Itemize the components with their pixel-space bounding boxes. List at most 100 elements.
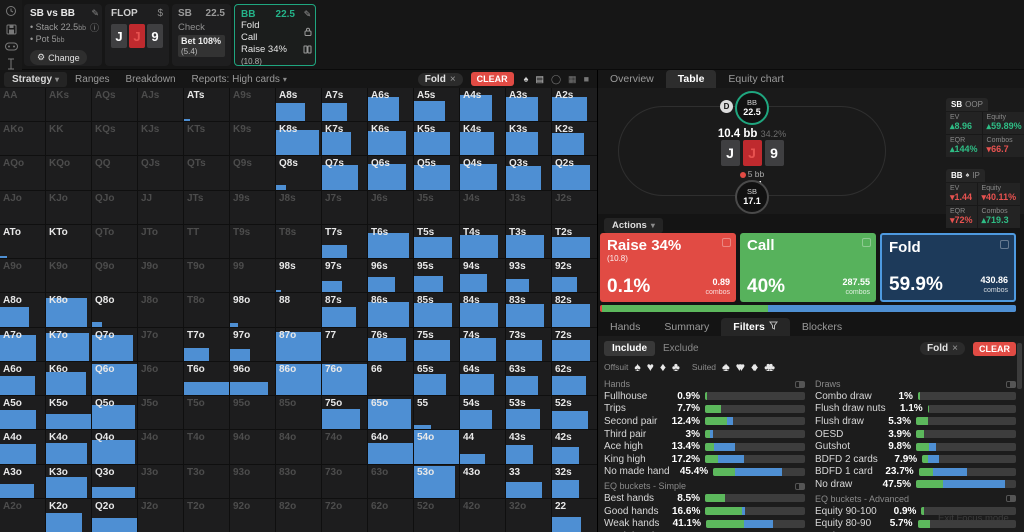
matrix-cell-QTo[interactable]: QTo: [92, 224, 137, 259]
clear-button[interactable]: CLEAR: [973, 341, 1016, 356]
matrix-cell-Q9s[interactable]: Q9s: [230, 156, 275, 190]
matrix-cell-Q4o[interactable]: Q4o: [92, 430, 137, 464]
matrix-cell-QQ[interactable]: QQ: [92, 156, 137, 190]
matrix-cell-J9s[interactable]: J9s: [230, 190, 275, 224]
matrix-cell-75o[interactable]: 75o: [322, 396, 367, 430]
fold-filter-chip[interactable]: Fold ×: [920, 342, 965, 355]
matrix-cell-J2s[interactable]: J2s: [552, 190, 597, 224]
matrix-cell-83o[interactable]: 83o: [276, 464, 321, 498]
matrix-cell-T4s[interactable]: T4s: [460, 224, 505, 259]
matrix-cell-K7o[interactable]: K7o: [46, 327, 91, 361]
matrix-cell-94s[interactable]: 94s: [460, 259, 505, 293]
matrix-cell-KQo[interactable]: KQo: [46, 156, 91, 190]
circle-view-icon[interactable]: ◯: [550, 73, 562, 84]
matrix-cell-62o[interactable]: 62o: [368, 498, 413, 532]
matrix-cell-T8s[interactable]: T8s: [276, 224, 321, 259]
reports-dropdown[interactable]: Reports: High cards ▾: [191, 73, 287, 85]
matrix-cell-T3o[interactable]: T3o: [184, 464, 229, 498]
filter-row[interactable]: Second pair 12.4%: [604, 415, 805, 428]
matrix-cell-JTo[interactable]: JTo: [138, 224, 183, 259]
matrix-cell-K6s[interactable]: K6s: [368, 122, 413, 156]
matrix-cell-Q6s[interactable]: Q6s: [368, 156, 413, 190]
matrix-cell-A9s[interactable]: A9s: [230, 88, 275, 122]
matrix-cell-88[interactable]: 88: [276, 293, 321, 327]
matrix-cell-76o[interactable]: 76o: [322, 361, 367, 396]
matrix-cell-22[interactable]: 22: [552, 498, 597, 532]
matrix-cell-J8o[interactable]: J8o: [138, 293, 183, 327]
matrix-cell-72o[interactable]: 72o: [322, 498, 367, 532]
matrix-cell-J5s[interactable]: J5s: [414, 190, 459, 224]
matrix-cell-99[interactable]: 99: [230, 259, 275, 293]
close-icon[interactable]: ×: [952, 343, 958, 354]
matrix-cell-54o[interactable]: 54o: [414, 430, 459, 464]
matrix-cell-74s[interactable]: 74s: [460, 327, 505, 361]
matrix-cell-87o[interactable]: 87o: [276, 327, 321, 361]
matrix-cell-A3s[interactable]: A3s: [506, 88, 551, 122]
filter-row[interactable]: BDFD 2 cards 7.9%: [815, 453, 1016, 466]
matrix-cell-86o[interactable]: 86o: [276, 361, 321, 396]
matrix-cell-98s[interactable]: 98s: [276, 259, 321, 293]
cards-view-icon[interactable]: ▤: [535, 73, 544, 84]
card-corner-icon[interactable]: [862, 238, 871, 247]
matrix-cell-54s[interactable]: 54s: [460, 396, 505, 430]
edit-node-icon[interactable]: ✎: [303, 9, 312, 19]
call-action-card[interactable]: Call 40% 287.55 combos: [740, 233, 876, 302]
matrix-cell-AKo[interactable]: AKo: [0, 122, 45, 156]
include-toggle[interactable]: Include: [604, 341, 656, 356]
sb-action-node[interactable]: SB 22.5 Check Bet 108% (5.4): [172, 4, 231, 66]
range-book-icon[interactable]: [303, 45, 312, 56]
fold-action-card[interactable]: Fold 59.9% 430.86 combos: [880, 233, 1016, 302]
matrix-cell-Q5s[interactable]: Q5s: [414, 156, 459, 190]
clear-button[interactable]: CLEAR: [470, 72, 514, 86]
matrix-cell-62s[interactable]: 62s: [552, 361, 597, 396]
matrix-cell-32s[interactable]: 32s: [552, 464, 597, 498]
matrix-cell-53o[interactable]: 53o: [414, 464, 459, 498]
matrix-cell-A6o[interactable]: A6o: [0, 361, 45, 396]
filter-row[interactable]: OESD 3.9%: [815, 428, 1016, 441]
matrix-cell-A2s[interactable]: A2s: [552, 88, 597, 122]
matrix-cell-K9s[interactable]: K9s: [230, 122, 275, 156]
matrix-cell-ATs[interactable]: ATs: [184, 88, 229, 122]
matrix-cell-87s[interactable]: 87s: [322, 293, 367, 327]
matrix-cell-Q2s[interactable]: Q2s: [552, 156, 597, 190]
matrix-cell-J3s[interactable]: J3s: [506, 190, 551, 224]
filter-row[interactable]: Weak hands 41.1%: [604, 517, 805, 530]
filter-row[interactable]: Trash hands33.7%: [604, 530, 805, 532]
spade-icon[interactable]: ♠: [634, 360, 641, 374]
matrix-cell-82o[interactable]: 82o: [276, 498, 321, 532]
filter-row[interactable]: Flush draw nuts 1.1%: [815, 403, 1016, 416]
matrix-cell-66[interactable]: 66: [368, 361, 413, 396]
section-toggle-icon[interactable]: [1006, 495, 1016, 503]
matrix-cell-T6o[interactable]: T6o: [184, 361, 229, 396]
matrix-cell-Q3o[interactable]: Q3o: [92, 464, 137, 498]
matrix-cell-92s[interactable]: 92s: [552, 259, 597, 293]
matrix-cell-Q8o[interactable]: Q8o: [92, 293, 137, 327]
filter-row[interactable]: Trips 7.7%: [604, 403, 805, 416]
matrix-cell-Q5o[interactable]: Q5o: [92, 396, 137, 430]
matrix-cell-T7o[interactable]: T7o: [184, 327, 229, 361]
matrix-cell-T9s[interactable]: T9s: [230, 224, 275, 259]
filter-row[interactable]: No made hand 45.4%: [604, 466, 805, 479]
filter-row[interactable]: Third pair 3%: [604, 428, 805, 441]
matrix-cell-A7o[interactable]: A7o: [0, 327, 45, 361]
bb-action-node[interactable]: BB 22.5 Fold Call Raise 34% (10.8) ✎: [234, 4, 316, 66]
matrix-cell-Q9o[interactable]: Q9o: [92, 259, 137, 293]
filter-row[interactable]: Combo draw 1%: [815, 390, 1016, 403]
matrix-cell-83s[interactable]: 83s: [506, 293, 551, 327]
matrix-cell-44[interactable]: 44: [460, 430, 505, 464]
section-toggle-icon[interactable]: [795, 482, 805, 490]
matrix-cell-K3o[interactable]: K3o: [46, 464, 91, 498]
lock-icon[interactable]: [304, 27, 312, 38]
history-icon[interactable]: [5, 5, 17, 17]
matrix-cell-K7s[interactable]: K7s: [322, 122, 367, 156]
matrix-cell-A4s[interactable]: A4s: [460, 88, 505, 122]
matrix-cell-Q4s[interactable]: Q4s: [460, 156, 505, 190]
scrollbar-thumb[interactable]: [1017, 343, 1022, 389]
tab-hands[interactable]: Hands: [610, 321, 641, 333]
matrix-cell-74o[interactable]: 74o: [322, 430, 367, 464]
filter-row[interactable]: Gutshot 9.8%: [815, 440, 1016, 453]
suited-spades-icon[interactable]: ♠♠: [722, 360, 730, 374]
matrix-cell-A9o[interactable]: A9o: [0, 259, 45, 293]
matrix-cell-32o[interactable]: 32o: [506, 498, 551, 532]
